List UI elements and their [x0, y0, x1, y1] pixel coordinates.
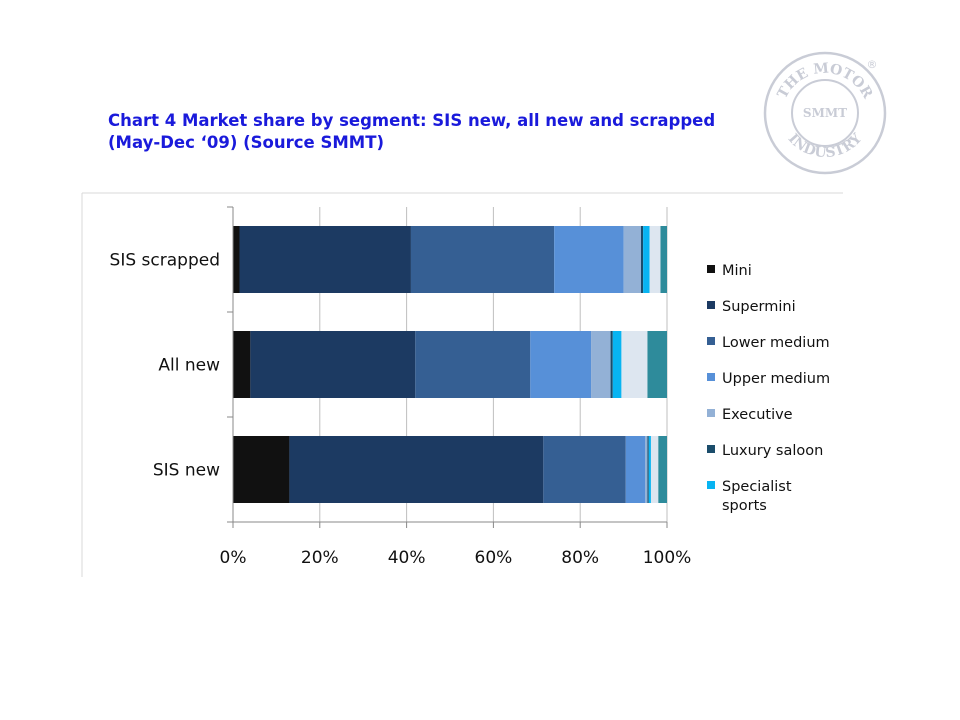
category-label: All new	[158, 356, 220, 376]
bar-segment	[415, 331, 531, 398]
logo-registered-mark: ®	[867, 58, 878, 71]
legend: Mini Supermini Lower medium Upper medium Exe…	[707, 263, 830, 514]
legend-label: Supermini	[722, 299, 796, 315]
bar-segment	[530, 331, 592, 398]
bar-segment	[650, 436, 659, 503]
category-label: SIS scrapped	[110, 251, 220, 271]
legend-swatch	[707, 481, 715, 489]
bar-segment	[410, 226, 555, 293]
logo-center-text: SMMT	[803, 106, 847, 120]
bar-segment	[643, 226, 650, 293]
legend-label: sports	[722, 498, 767, 514]
tick-labels: 0% 20% 40% 60% 80% 100%	[220, 548, 692, 568]
bar-segment	[233, 226, 240, 293]
bar-segment	[543, 436, 626, 503]
legend-swatch	[707, 445, 715, 453]
x-tick-label: 80%	[561, 548, 599, 568]
bar-segment	[591, 331, 611, 398]
legend-swatch	[707, 301, 715, 309]
bar-segment	[233, 436, 290, 503]
legend-swatch	[707, 265, 715, 273]
bar-segment	[640, 226, 644, 293]
bar-segment	[239, 226, 411, 293]
bar-segment	[250, 331, 416, 398]
category-labels: SIS scrapped All new SIS new	[110, 251, 221, 481]
x-tick-label: 40%	[388, 548, 426, 568]
legend-swatch	[707, 373, 715, 381]
x-tick-label: 100%	[643, 548, 692, 568]
chart-title: Chart 4 Market share by segment: SIS new…	[108, 111, 716, 152]
bars	[233, 226, 667, 503]
legend-swatch	[707, 409, 715, 417]
category-label: SIS new	[153, 461, 220, 481]
bar-segment	[649, 226, 661, 293]
bar-segment	[647, 331, 667, 398]
legend-swatch	[707, 337, 715, 345]
bar-segment	[660, 226, 667, 293]
axes	[227, 206, 668, 528]
bar-segment	[623, 226, 641, 293]
legend-label: Luxury saloon	[722, 443, 823, 459]
bar-segment	[554, 226, 624, 293]
x-tick-label: 60%	[475, 548, 513, 568]
bar-segment	[233, 331, 251, 398]
legend-label: Lower medium	[722, 335, 830, 351]
smmt-logo: THE MOTOR INDUSTRY SMMT ®	[763, 51, 887, 175]
bar-segment	[625, 436, 646, 503]
bar-segment	[610, 331, 613, 398]
bar-segment	[645, 436, 648, 503]
x-tick-label: 0%	[220, 548, 247, 568]
legend-label: Upper medium	[722, 371, 830, 387]
legend-label: Executive	[722, 407, 793, 423]
bar-segment	[621, 331, 648, 398]
legend-label: Specialist	[722, 479, 792, 495]
bar-segment	[648, 436, 651, 503]
x-tick-label: 20%	[301, 548, 339, 568]
bar-segment	[289, 436, 544, 503]
bar-segment	[647, 436, 649, 503]
bar-segment	[612, 331, 622, 398]
legend-label: Mini	[722, 263, 752, 279]
bar-segment	[658, 436, 667, 503]
